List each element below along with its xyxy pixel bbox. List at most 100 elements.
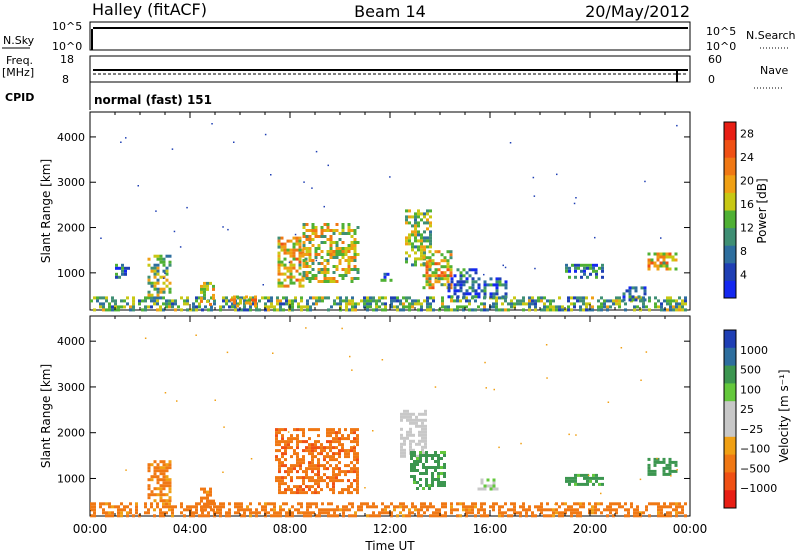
velocity-echo-cell (418, 439, 421, 443)
power-echo-cell (147, 296, 150, 300)
velocity-echo-cell (549, 514, 552, 518)
velocity-echo-cell (350, 491, 353, 495)
velocity-echo-cell (162, 463, 166, 467)
velocity-echo-cell (338, 467, 341, 471)
velocity-echo-cell (129, 508, 132, 512)
velocity-echo-cell (369, 514, 372, 518)
power-echo-cell (302, 265, 306, 268)
velocity-echo-cell (653, 469, 657, 473)
velocity-echo-cell (296, 434, 299, 438)
power-echo-cell (311, 244, 315, 247)
power-echo-cell (483, 286, 487, 290)
power-echo-cell (203, 296, 206, 300)
power-echo-cell (210, 296, 213, 300)
power-echo-cell (335, 244, 339, 247)
power-echo-cell (195, 299, 198, 303)
velocity-echo-cell (426, 508, 429, 512)
velocity-echo-cell (347, 464, 350, 468)
power-echo-cell (408, 221, 411, 225)
velocity-echo-cell (356, 473, 359, 477)
power-echo-cell (333, 299, 336, 303)
velocity-echo-region (565, 473, 604, 486)
power-echo-cell (402, 308, 405, 312)
velocity-echo-cell (284, 440, 287, 444)
velocity-echo-cell (598, 482, 601, 486)
power-echo-cell (625, 289, 629, 293)
power-echo-cell (429, 221, 432, 225)
velocity-speckle (222, 471, 224, 473)
power-echo-cell (204, 305, 207, 309)
velocity-echo-cell (338, 479, 341, 483)
velocity-echo-cell (300, 505, 303, 509)
power-echo-region (302, 223, 360, 283)
velocity-echo-cell (314, 491, 317, 495)
velocity-echo-cell (528, 508, 531, 512)
velocity-echo-cell (293, 467, 296, 471)
power-echo-cell (162, 308, 165, 312)
velocity-echo-cell (162, 487, 166, 491)
velocity-echo-cell (285, 514, 288, 518)
power-echo-cell (327, 308, 330, 312)
velocity-echo-cell (425, 469, 428, 472)
power-echo-cell (576, 299, 579, 303)
power-echo-cell (277, 260, 281, 264)
power-echo-cell (586, 263, 589, 267)
velocity-echo-cell (415, 424, 418, 428)
velocity-echo-cell (555, 502, 558, 506)
velocity-echo-region (275, 428, 359, 495)
velocity-echo-cell (483, 502, 486, 506)
power-echo-cell (165, 302, 168, 306)
velocity-echo-cell (416, 487, 419, 490)
velocity-echo-cell (261, 505, 264, 509)
power-speckle (186, 206, 188, 209)
velocity-echo-cell (486, 478, 490, 482)
power-echo-cell (450, 280, 454, 284)
power-echo-cell (483, 308, 486, 312)
power-echo-cell (282, 296, 285, 300)
power-echo-cell (320, 235, 324, 238)
power-echo-cell (456, 283, 460, 287)
power-echo-cell (344, 253, 348, 256)
velocity-echo-cell (296, 491, 299, 495)
power-echo-cell (383, 278, 387, 282)
velocity-colorbar-tick: −25 (740, 423, 763, 436)
power-echo-cell (681, 299, 684, 303)
velocity-echo-cell (102, 502, 105, 506)
velocity-echo-cell (400, 418, 403, 422)
velocity-echo-cell (588, 508, 591, 512)
velocity-echo-cell (326, 476, 329, 480)
power-echo-cell (138, 302, 141, 306)
power-echo-cell (446, 277, 450, 281)
velocity-echo-cell (296, 458, 299, 462)
velocity-colorbar-segment (724, 419, 736, 438)
power-echo-cell (288, 302, 291, 306)
velocity-echo-cell (120, 514, 123, 518)
power-echo-cell (276, 299, 279, 303)
power-echo-cell (303, 305, 306, 309)
power-echo-cell (678, 305, 681, 309)
power-echo-cell (115, 275, 118, 279)
velocity-echo-cell (668, 472, 672, 476)
velocity-echo-cell (356, 458, 359, 462)
velocity-echo-cell (399, 511, 402, 515)
velocity-echo-cell (438, 511, 441, 515)
velocity-echo-cell (297, 511, 300, 515)
velocity-echo-cell (513, 508, 516, 512)
velocity-echo-cell (665, 466, 669, 470)
power-echo-cell (426, 227, 429, 231)
velocity-echo-cell (255, 514, 258, 518)
power-echo-cell (669, 302, 672, 306)
velocity-echo-cell (595, 479, 598, 483)
velocity-echo-cell (99, 505, 102, 509)
velocity-echo-cell (219, 508, 222, 512)
power-echo-cell (468, 268, 472, 272)
velocity-echo-cell (621, 505, 624, 509)
velocity-echo-cell (108, 502, 111, 506)
power-echo-cell (462, 274, 466, 278)
power-echo-cell (519, 302, 522, 306)
power-echo-cell (570, 296, 573, 300)
velocity-echo-cell (299, 458, 302, 462)
velocity-echo-cell (275, 437, 278, 441)
velocity-echo-cell (492, 478, 496, 482)
